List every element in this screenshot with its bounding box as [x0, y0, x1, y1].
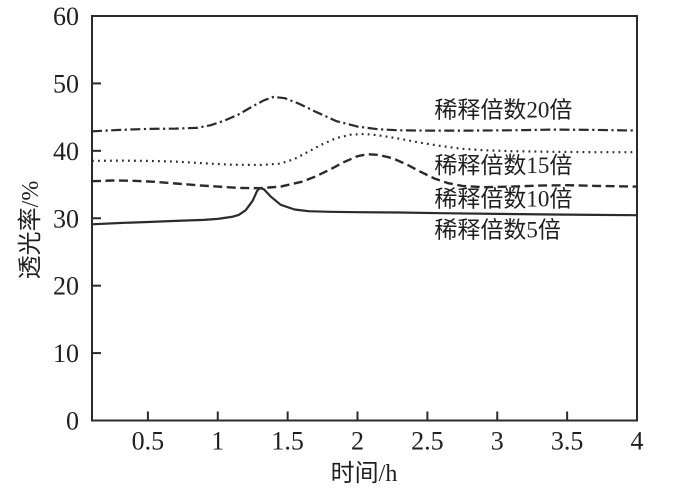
series-line-solid	[91, 186, 638, 226]
x-tick-label: 1.5	[271, 427, 304, 456]
y-tick-label: 30	[53, 204, 79, 233]
y-tick-label: 0	[66, 407, 79, 436]
curve-label: 稀释倍数5倍	[434, 218, 561, 243]
curve-label: 稀释倍数20倍	[434, 98, 572, 123]
x-tick-label: 2	[351, 427, 364, 456]
x-tick-label: 4	[631, 427, 644, 456]
plot-border	[91, 15, 638, 422]
series-line-dashed	[91, 153, 638, 190]
x-axis-ticks-group: 0.5 1 1.5 2 2.5 3 3.5 4	[132, 411, 644, 456]
y-tick-label: 60	[53, 2, 79, 31]
series-line-dotted	[91, 132, 637, 167]
x-tick-label: 1	[211, 427, 224, 456]
plot-area	[92, 16, 637, 421]
y-tick-label: 10	[53, 339, 79, 368]
curve-label: 稀释倍数15倍	[434, 153, 572, 178]
curve-label: 稀释倍数10倍	[434, 187, 572, 212]
series-line-dashdot	[91, 95, 638, 133]
curves-group	[91, 95, 638, 226]
x-axis-title: 时间/h	[331, 460, 398, 487]
x-tick-label: 2.5	[411, 427, 444, 456]
y-tick-label: 50	[53, 69, 79, 98]
y-axis-ticks-group: 0 10 20 30 40 50 60	[53, 2, 101, 436]
x-tick-label: 3.5	[551, 427, 584, 456]
y-tick-label: 20	[53, 272, 79, 301]
y-axis-title: 透光率/%	[17, 181, 44, 280]
x-tick-label: 0.5	[132, 427, 165, 456]
y-tick-label: 40	[53, 137, 79, 166]
x-tick-label: 3	[491, 427, 504, 456]
